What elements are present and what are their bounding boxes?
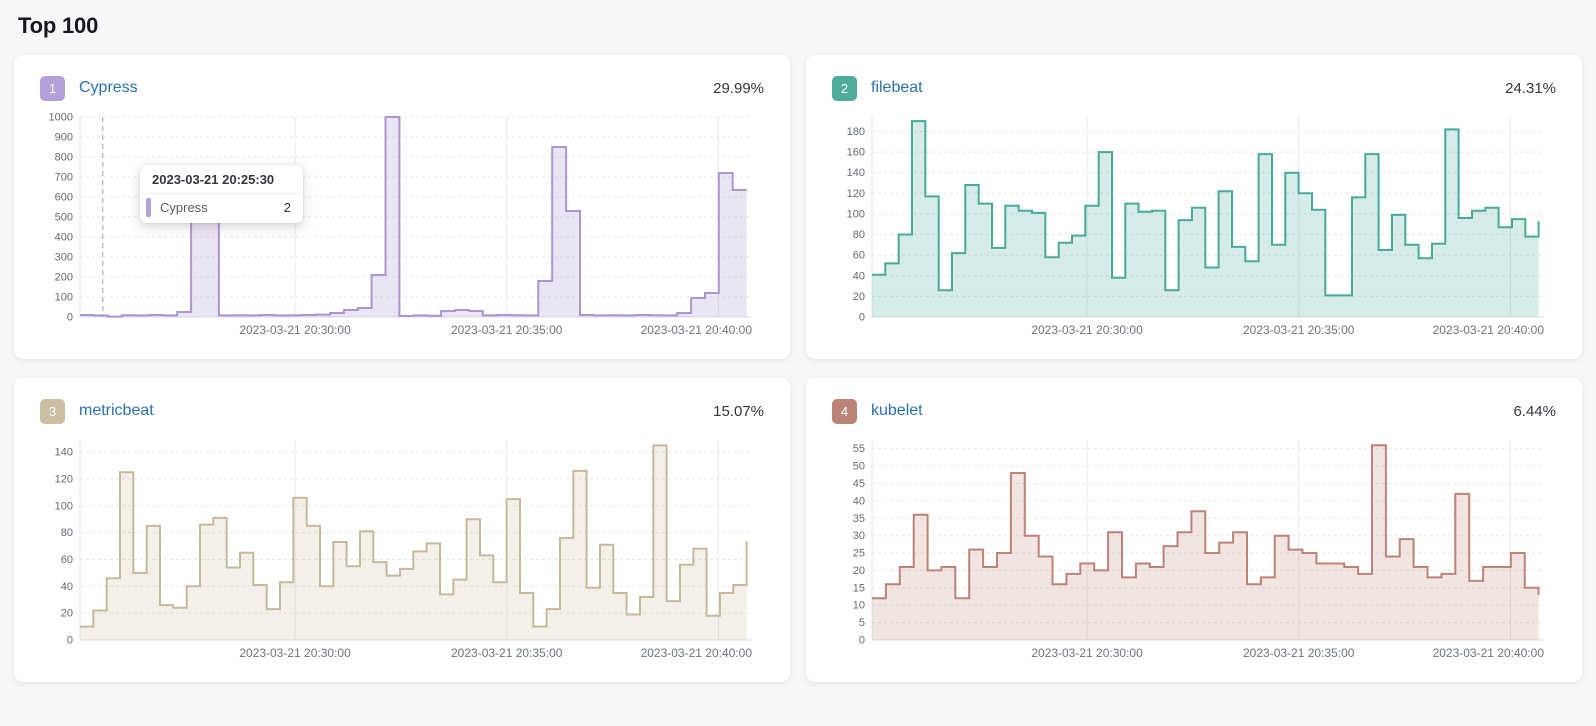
series-step-line bbox=[872, 444, 1540, 600]
rank-badge: 4 bbox=[832, 398, 857, 424]
y-axis-tick-label: 5 bbox=[859, 617, 865, 629]
card-header: 4 kubelet 6.44% bbox=[832, 398, 1556, 424]
percent-value: 24.31% bbox=[1505, 79, 1556, 97]
rank-badge: 2 bbox=[832, 75, 857, 101]
y-axis-tick-label: 25 bbox=[853, 548, 865, 560]
y-axis-tick-label: 20 bbox=[853, 291, 865, 303]
y-axis-tick-label: 100 bbox=[55, 292, 73, 304]
rank-badge: 1 bbox=[40, 75, 65, 101]
chart-area[interactable]: 0 20 40 60 80 100 120 140 160 180 2023-03-21 20:30… bbox=[832, 109, 1556, 348]
y-axis-tick-label: 900 bbox=[55, 132, 73, 144]
y-axis-tick-label: 0 bbox=[67, 312, 73, 324]
y-axis-tick-label: 40 bbox=[853, 495, 865, 507]
y-axis-tick-label: 40 bbox=[853, 270, 865, 282]
chart-card-cypress: 1 Cypress 29.99% 0 100 200 300 400 500 600 700 8… bbox=[14, 55, 790, 359]
y-axis-tick-label: 100 bbox=[55, 500, 73, 512]
y-axis-tick-label: 50 bbox=[853, 461, 865, 473]
y-axis-tick-label: 30 bbox=[853, 530, 865, 542]
y-axis-tick-label: 55 bbox=[853, 443, 865, 455]
y-axis-tick-label: 60 bbox=[61, 554, 73, 566]
series-step-line bbox=[872, 120, 1540, 297]
y-axis-tick-label: 160 bbox=[847, 147, 865, 159]
y-axis-tick-label: 20 bbox=[61, 608, 73, 620]
x-axis-tick-label: 2023-03-21 20:30:00 bbox=[1031, 323, 1143, 337]
tooltip-series-row: Cypress 2 bbox=[140, 194, 303, 223]
y-axis-tick-label: 35 bbox=[853, 513, 865, 525]
y-axis-tick-label: 600 bbox=[55, 192, 73, 204]
y-axis-tick-label: 400 bbox=[55, 232, 73, 244]
card-header: 2 filebeat 24.31% bbox=[832, 75, 1556, 101]
chart-card-kubelet: 4 kubelet 6.44% 0 5 10 15 20 25 30 35 40 45 50 55 20… bbox=[806, 378, 1582, 682]
percent-value: 15.07% bbox=[713, 402, 764, 420]
x-axis-tick-label: 2023-03-21 20:30:00 bbox=[239, 323, 351, 337]
tooltip-timestamp: 2023-03-21 20:25:30 bbox=[140, 165, 303, 194]
y-axis-tick-label: 500 bbox=[55, 212, 73, 224]
series-name-link[interactable]: metricbeat bbox=[79, 402, 154, 419]
series-name-link[interactable]: Cypress bbox=[79, 79, 138, 96]
step-area-chart[interactable]: 0 5 10 15 20 25 30 35 40 45 50 55 2023-03-21 20:30:0… bbox=[832, 432, 1550, 666]
chart-area[interactable]: 0 20 40 60 80 100 120 140 2023-03-21 20:30:00 202… bbox=[40, 432, 764, 671]
chart-card-filebeat: 2 filebeat 24.31% 0 20 40 60 80 100 120 140 160 1… bbox=[806, 55, 1582, 359]
x-axis-tick-label: 2023-03-21 20:35:00 bbox=[451, 323, 563, 337]
x-axis-tick-label: 2023-03-21 20:40:00 bbox=[1433, 646, 1545, 660]
y-axis-tick-label: 200 bbox=[55, 272, 73, 284]
series-step-line bbox=[80, 444, 748, 628]
y-axis-tick-label: 20 bbox=[853, 565, 865, 577]
x-axis-tick-label: 2023-03-21 20:35:00 bbox=[1243, 646, 1355, 660]
y-axis-tick-label: 140 bbox=[55, 447, 73, 459]
y-axis-tick-label: 0 bbox=[859, 312, 865, 324]
tooltip-series-value: 2 bbox=[283, 200, 291, 215]
x-axis-tick-label: 2023-03-21 20:35:00 bbox=[1243, 323, 1355, 337]
rank-badge: 3 bbox=[40, 398, 65, 424]
step-area-chart[interactable]: 0 20 40 60 80 100 120 140 160 180 2023-03-21 20:30… bbox=[832, 109, 1550, 343]
x-axis-tick-label: 2023-03-21 20:40:00 bbox=[641, 646, 753, 660]
card-header: 1 Cypress 29.99% bbox=[40, 75, 764, 101]
chart-area[interactable]: 0 100 200 300 400 500 600 700 800 900 1000 2023-03-… bbox=[40, 109, 764, 348]
chart-tooltip: 2023-03-21 20:25:30 Cypress 2 bbox=[140, 165, 303, 223]
y-axis-tick-label: 0 bbox=[859, 635, 865, 647]
series-name-link[interactable]: filebeat bbox=[871, 79, 923, 96]
series-step-line bbox=[80, 116, 747, 318]
y-axis-tick-label: 120 bbox=[847, 188, 865, 200]
y-axis-tick-label: 80 bbox=[853, 229, 865, 241]
y-axis-tick-label: 40 bbox=[61, 581, 73, 593]
dashboard-grid: 1 Cypress 29.99% 0 100 200 300 400 500 600 700 8… bbox=[14, 55, 1582, 682]
y-axis-tick-label: 700 bbox=[55, 172, 73, 184]
x-axis-tick-label: 2023-03-21 20:40:00 bbox=[641, 323, 753, 337]
step-area-chart[interactable]: 0 20 40 60 80 100 120 140 2023-03-21 20:30:00 202… bbox=[40, 432, 758, 666]
y-axis-tick-label: 800 bbox=[55, 152, 73, 164]
y-axis-tick-label: 10 bbox=[853, 600, 865, 612]
chart-card-metricbeat: 3 metricbeat 15.07% 0 20 40 60 80 100 120 140 20… bbox=[14, 378, 790, 682]
chart-area[interactable]: 0 5 10 15 20 25 30 35 40 45 50 55 2023-03-21 20:30:0… bbox=[832, 432, 1556, 671]
y-axis-tick-label: 140 bbox=[847, 167, 865, 179]
y-axis-tick-label: 120 bbox=[55, 473, 73, 485]
tooltip-series-swatch bbox=[146, 198, 151, 217]
x-axis-tick-label: 2023-03-21 20:40:00 bbox=[1433, 323, 1545, 337]
y-axis-tick-label: 60 bbox=[853, 250, 865, 262]
y-axis-tick-label: 0 bbox=[67, 635, 73, 647]
percent-value: 6.44% bbox=[1513, 402, 1556, 420]
percent-value: 29.99% bbox=[713, 79, 764, 97]
y-axis-tick-label: 45 bbox=[853, 478, 865, 490]
step-area-chart[interactable]: 0 100 200 300 400 500 600 700 800 900 1000 2023-03-… bbox=[40, 109, 758, 343]
y-axis-tick-label: 300 bbox=[55, 252, 73, 264]
page-title: Top 100 bbox=[18, 13, 99, 38]
card-header: 3 metricbeat 15.07% bbox=[40, 398, 764, 424]
x-axis-tick-label: 2023-03-21 20:30:00 bbox=[1031, 646, 1143, 660]
x-axis-tick-label: 2023-03-21 20:30:00 bbox=[239, 646, 351, 660]
series-area-fill bbox=[80, 445, 747, 640]
series-name-link[interactable]: kubelet bbox=[871, 402, 923, 419]
y-axis-tick-label: 180 bbox=[847, 126, 865, 138]
y-axis-tick-label: 15 bbox=[853, 582, 865, 594]
y-axis-tick-label: 1000 bbox=[49, 112, 73, 124]
y-axis-tick-label: 80 bbox=[61, 527, 73, 539]
y-axis-tick-label: 100 bbox=[847, 208, 865, 220]
x-axis-tick-label: 2023-03-21 20:35:00 bbox=[451, 646, 563, 660]
tooltip-series-label: Cypress bbox=[160, 200, 208, 215]
